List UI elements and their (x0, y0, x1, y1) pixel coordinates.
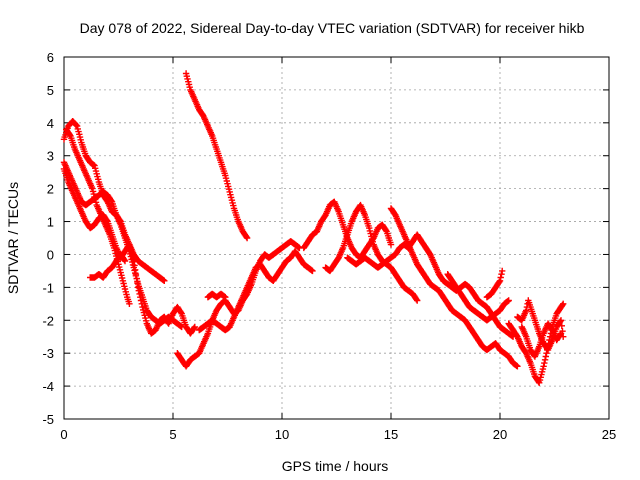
series-markers (87, 251, 129, 281)
series-sat-h (196, 248, 316, 334)
series-markers (518, 320, 565, 360)
x-tick-label: 20 (493, 427, 507, 442)
chart-title: Day 078 of 2022, Sidereal Day-to-day VTE… (80, 20, 585, 36)
series-sat-i (204, 290, 229, 301)
series-markers (204, 290, 229, 301)
series-markers (322, 201, 421, 304)
grid-lines (64, 57, 609, 419)
series-markers (483, 267, 506, 301)
y-tick-label: 1 (47, 215, 54, 230)
y-tick-label: -4 (42, 379, 54, 394)
series-markers (505, 300, 567, 386)
series-markers (196, 248, 316, 334)
x-tick-label: 25 (602, 427, 616, 442)
series-markers (444, 271, 512, 324)
y-tick-label: 2 (47, 182, 54, 197)
series-sat-k (322, 201, 421, 304)
series-markers (182, 70, 251, 242)
x-tick-label: 5 (169, 427, 176, 442)
x-axis-label: GPS time / hours (282, 458, 389, 474)
y-tick-label: -5 (42, 412, 54, 427)
series-sat-e (87, 251, 129, 281)
y-axis-label: SDTVAR / TECUs (5, 182, 21, 294)
series-sat-m (387, 205, 521, 370)
y-tick-label: 0 (47, 247, 54, 262)
series-sat-b (60, 159, 185, 331)
y-tick-label: -2 (42, 313, 54, 328)
series-sat-o (483, 267, 506, 301)
series-sat-n (444, 271, 512, 324)
series-markers (387, 205, 521, 370)
y-tick-label: 6 (47, 50, 54, 65)
plot-frame (63, 56, 610, 420)
axis-ticks: 0 5 10 15 20 25 -5 -4 -3 -2 -1 0 1 2 3 4 5 6 (42, 50, 616, 442)
series-markers (514, 297, 567, 354)
series-sat-q (518, 320, 565, 360)
x-tick-label: 0 (60, 427, 67, 442)
x-tick-label: 15 (384, 427, 398, 442)
y-tick-label: 5 (47, 83, 54, 98)
data-marks (60, 70, 567, 386)
series-markers (60, 159, 185, 331)
y-tick-label: 3 (47, 149, 54, 164)
x-tick-label: 10 (275, 427, 289, 442)
series-sat-f (182, 70, 251, 242)
series-sat-r (514, 297, 567, 354)
series-sat-p (505, 300, 567, 386)
y-tick-label: -3 (42, 346, 54, 361)
y-tick-label: 4 (47, 116, 54, 131)
y-tick-label: -1 (42, 280, 54, 295)
